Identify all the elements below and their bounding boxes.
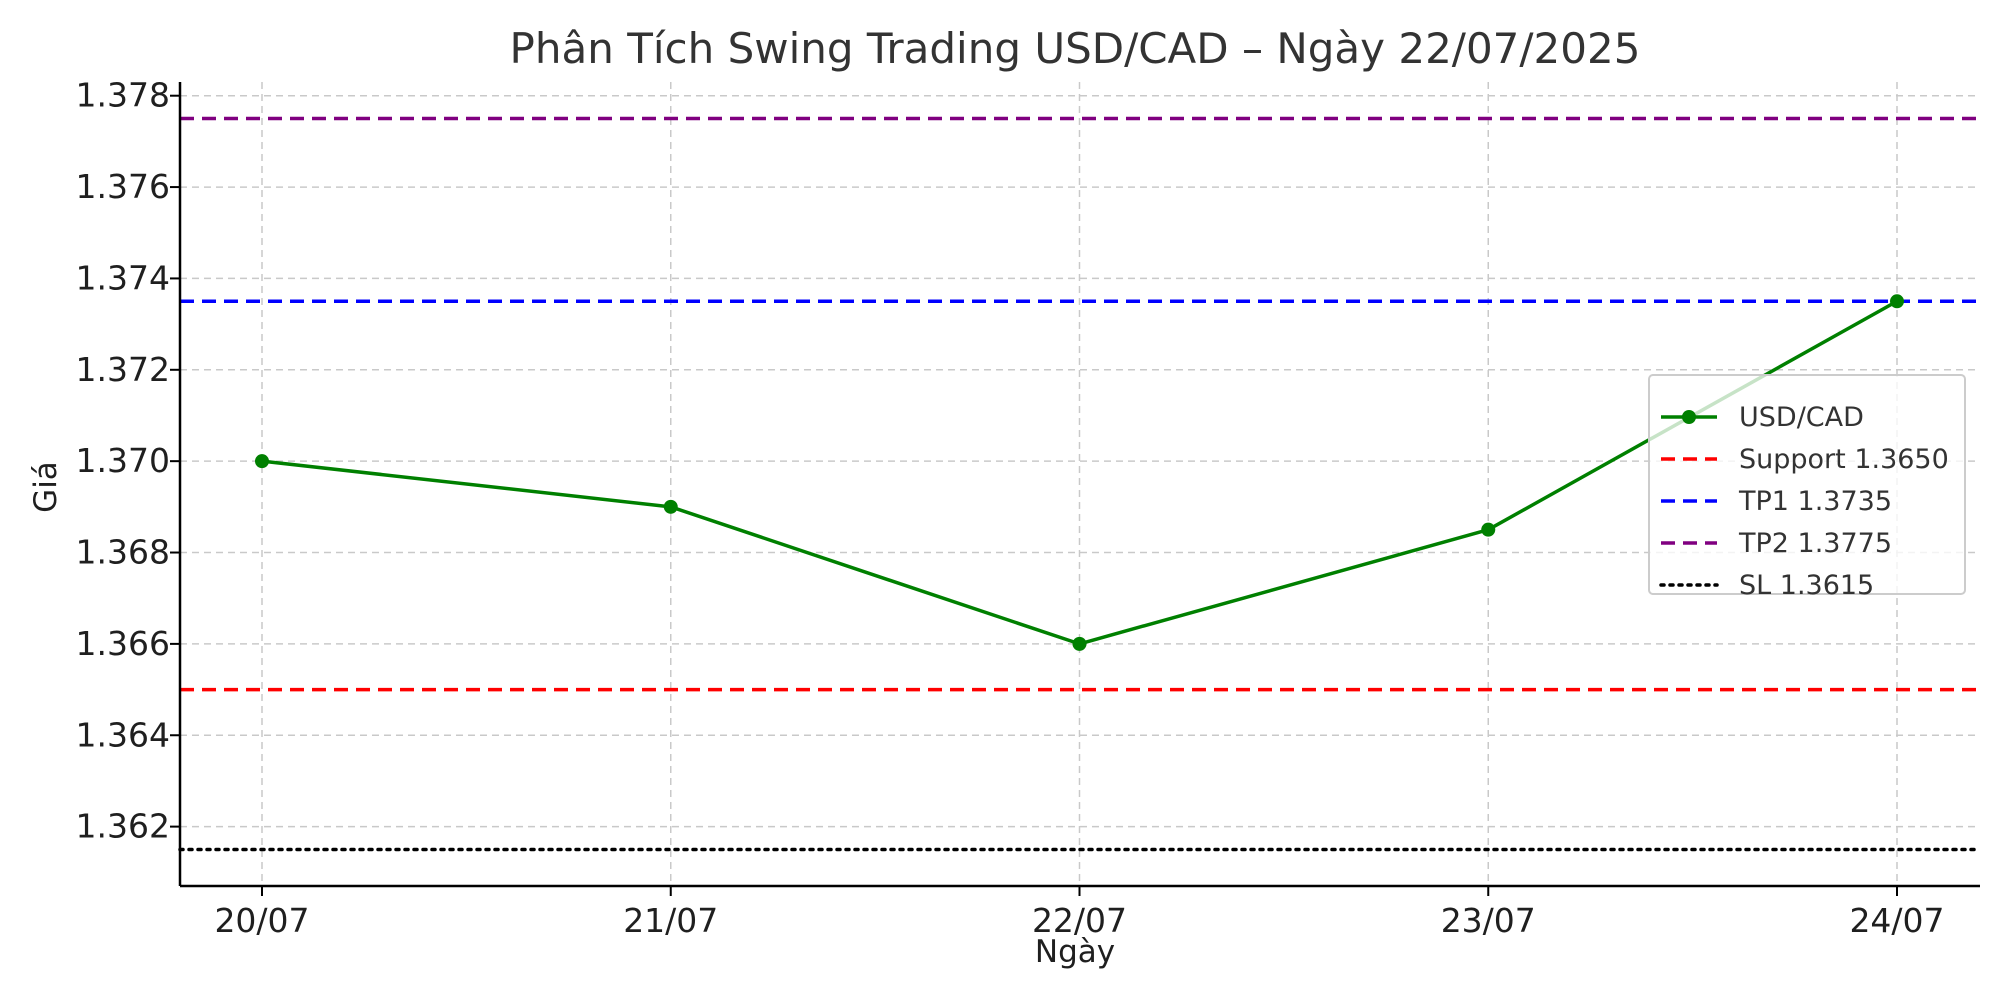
reference-lines-layer: [178, 116, 1982, 852]
data-point: [1481, 522, 1496, 537]
y-tick-label: 1.376: [76, 167, 170, 206]
legend-box: [1648, 374, 1966, 595]
legend-marker: [1682, 410, 1696, 424]
legend-label: USD/CAD: [1739, 402, 1864, 433]
series-layer: [255, 294, 1904, 651]
data-point: [255, 454, 269, 469]
x-tick-label: 22/07: [1032, 901, 1127, 940]
legend-label: TP1 1.3735: [1738, 486, 1892, 517]
y-tick-label: 1.362: [76, 807, 170, 846]
y-tick-label: 1.364: [76, 715, 170, 754]
legend: USD/CAD Support 1.3650 TP1 1.3735 TP2 1.377…: [1648, 374, 1966, 601]
data-point: [1890, 294, 1904, 309]
legend-label: TP2 1.3775: [1738, 528, 1892, 559]
grid-layer: [180, 82, 1980, 886]
x-tick-label: 21/07: [623, 901, 718, 940]
chart-title: Phân Tích Swing Trading USD/CAD – Ngày 2…: [510, 24, 1641, 73]
axis-layer: 1.362 1.364 1.366 1.368 1.370 1.372 1.374 1.376…: [76, 76, 1980, 940]
y-axis-label: Giá: [28, 461, 64, 513]
x-tick-label: 20/07: [214, 901, 309, 940]
legend-label: SL 1.3615: [1739, 570, 1874, 601]
legend-label: Support 1.3650: [1739, 444, 1949, 475]
y-tick-label: 1.378: [76, 76, 170, 115]
y-tick-label: 1.374: [76, 258, 170, 297]
x-tick-label: 24/07: [1849, 901, 1944, 940]
x-tick-label: 23/07: [1441, 901, 1536, 940]
x-axis-label: Ngày: [1035, 934, 1115, 970]
y-tick-label: 1.372: [76, 350, 170, 389]
y-tick-label: 1.370: [76, 441, 170, 480]
y-tick-label: 1.366: [76, 624, 170, 663]
data-point: [663, 499, 678, 514]
y-tick-label: 1.368: [76, 533, 170, 572]
data-point: [1072, 636, 1087, 651]
